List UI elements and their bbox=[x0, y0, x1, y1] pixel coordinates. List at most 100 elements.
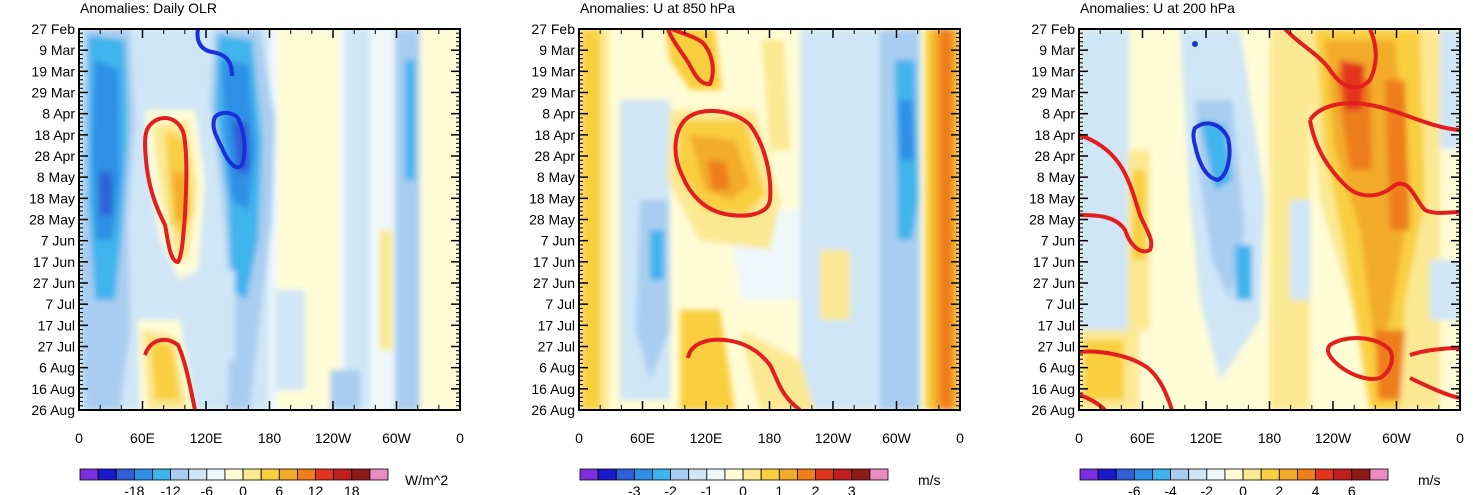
colorbar-swatch bbox=[224, 468, 244, 481]
colorbar-swatch bbox=[297, 468, 316, 481]
y-tick-label: 8 May bbox=[537, 169, 575, 185]
colorbar-label: 0 bbox=[1239, 483, 1247, 495]
panel-title: Anomalies: U at 200 hPa bbox=[1080, 0, 1235, 16]
x-tick-label: 60E bbox=[130, 430, 155, 446]
colorbar-swatch bbox=[1188, 468, 1208, 481]
y-tick-label: 6 Aug bbox=[539, 360, 575, 376]
y-tick-label: 29 Mar bbox=[31, 85, 75, 101]
colorbar-swatch bbox=[1133, 468, 1153, 481]
colorbar-label: -6 bbox=[201, 483, 214, 495]
colorbar-swatch bbox=[633, 468, 653, 481]
x-tick-label: 120W bbox=[315, 430, 352, 446]
y-tick-label: 8 Apr bbox=[1042, 106, 1075, 122]
y-tick-label: 19 Mar bbox=[31, 63, 75, 79]
colorbar-swatch bbox=[833, 468, 853, 481]
colorbar-swatch bbox=[188, 468, 208, 481]
y-tick-label: 27 Jun bbox=[1033, 275, 1075, 291]
contour-line bbox=[673, 108, 773, 218]
y-tick-label: 6 Aug bbox=[1039, 360, 1075, 376]
colorbar-label: 6 bbox=[275, 483, 283, 495]
x-tick-label: 0 bbox=[75, 430, 83, 446]
colorbar-swatch bbox=[315, 468, 335, 481]
x-axis: 0 60E 120E 180 120W 60W 0 bbox=[75, 29, 464, 446]
colorbar-label: -12 bbox=[160, 483, 180, 495]
colorbar-swatch bbox=[706, 468, 726, 481]
panel-u200: Anomalies: U at 200 hPa bbox=[1029, 0, 1464, 495]
colorbar-label: -2 bbox=[1201, 483, 1214, 495]
panel-title: Anomalies: U at 850 hPa bbox=[580, 0, 735, 16]
colorbar-swatch bbox=[1152, 468, 1171, 481]
colorbar-swatch bbox=[1351, 468, 1371, 481]
y-tick-label: 27 Feb bbox=[31, 21, 75, 37]
contour-line bbox=[211, 111, 247, 170]
colorbar-swatch bbox=[1297, 468, 1316, 481]
colorbar-units: m/s bbox=[1418, 472, 1441, 488]
y-tick-label: 9 Mar bbox=[39, 42, 75, 58]
colorbar-label: 12 bbox=[308, 483, 324, 495]
colorbar-swatch bbox=[1115, 468, 1135, 481]
y-tick-label: 27 Jul bbox=[38, 339, 75, 355]
x-tick-label: 60W bbox=[382, 430, 412, 446]
colorbar-swatch bbox=[260, 468, 280, 481]
y-tick-label: 26 Aug bbox=[31, 402, 75, 418]
colorbar-swatch bbox=[579, 468, 599, 481]
colorbar-swatch bbox=[133, 468, 153, 481]
colorbar-swatch bbox=[1369, 468, 1389, 481]
y-tick-label: 8 Apr bbox=[542, 106, 575, 122]
panel-title: Anomalies: Daily OLR bbox=[80, 0, 217, 16]
y-axis: 27 Feb 9 Mar 19 Mar 29 Mar 8 Apr 18 Apr 28 Apr… bbox=[1029, 21, 1460, 418]
colorbar-swatch bbox=[170, 468, 190, 481]
x-tick-label: 120E bbox=[1190, 430, 1223, 446]
colorbar-swatch bbox=[797, 468, 816, 481]
colorbar-swatch bbox=[79, 468, 99, 481]
y-tick-label: 18 May bbox=[1029, 190, 1075, 206]
contour-line bbox=[143, 337, 197, 410]
x-tick-label: 60W bbox=[882, 430, 912, 446]
y-tick-label: 28 Apr bbox=[1035, 148, 1076, 164]
contour-dot bbox=[1192, 41, 1198, 47]
y-tick-label: 7 Jun bbox=[541, 233, 575, 249]
contour-line bbox=[1079, 133, 1154, 254]
x-tick-label: 60E bbox=[1130, 430, 1155, 446]
y-tick-label: 27 Feb bbox=[531, 21, 575, 37]
panel-olr: Anomalies: Daily OLR bbox=[29, 0, 464, 495]
x-tick-label: 120W bbox=[815, 430, 852, 446]
y-tick-label: 19 Mar bbox=[531, 63, 575, 79]
panel-u850: Anomalies: U at 850 hPa bbox=[529, 0, 964, 495]
y-tick-label: 9 Mar bbox=[539, 42, 575, 58]
y-tick-label: 18 Apr bbox=[535, 127, 576, 143]
y-tick-label: 27 Jul bbox=[538, 339, 575, 355]
colorbar-swatch bbox=[369, 468, 389, 481]
y-tick-label: 8 Apr bbox=[42, 106, 75, 122]
colorbar-swatch bbox=[242, 468, 262, 481]
colorbar-swatch bbox=[97, 468, 117, 481]
colorbar: -18 -12 -6 0 6 12 18 bbox=[79, 468, 389, 495]
x-tick-label: 120W bbox=[1315, 430, 1352, 446]
contour-line bbox=[195, 29, 234, 77]
colorbar-swatch bbox=[724, 468, 744, 481]
y-tick-label: 16 Aug bbox=[531, 381, 575, 397]
y-tick-label: 29 Mar bbox=[531, 85, 575, 101]
y-tick-label: 17 Jun bbox=[533, 254, 575, 270]
colorbar-swatch bbox=[742, 468, 762, 481]
x-tick-label: 180 bbox=[758, 430, 782, 446]
x-tick-label: 180 bbox=[258, 430, 282, 446]
y-tick-label: 26 Aug bbox=[1031, 402, 1075, 418]
y-tick-label: 18 Apr bbox=[35, 127, 76, 143]
y-tick-label: 27 Jun bbox=[533, 275, 575, 291]
y-tick-label: 27 Jul bbox=[1038, 339, 1075, 355]
colorbar-label: -3 bbox=[628, 483, 641, 495]
y-tick-label: 17 Jun bbox=[33, 254, 75, 270]
colorbar: -3 -2 -1 0 1 2 3 bbox=[579, 468, 889, 495]
contour-line bbox=[1325, 336, 1394, 381]
y-tick-label: 27 Feb bbox=[1031, 21, 1075, 37]
y-tick-label: 28 Apr bbox=[535, 148, 576, 164]
y-tick-label: 7 Jul bbox=[45, 296, 75, 312]
y-tick-label: 7 Jul bbox=[1045, 296, 1075, 312]
colorbar-swatch bbox=[778, 468, 798, 481]
y-tick-label: 18 May bbox=[29, 190, 75, 206]
colorbar-swatch bbox=[1260, 468, 1280, 481]
colorbar-label: 0 bbox=[739, 483, 747, 495]
y-tick-label: 17 Jul bbox=[38, 317, 75, 333]
